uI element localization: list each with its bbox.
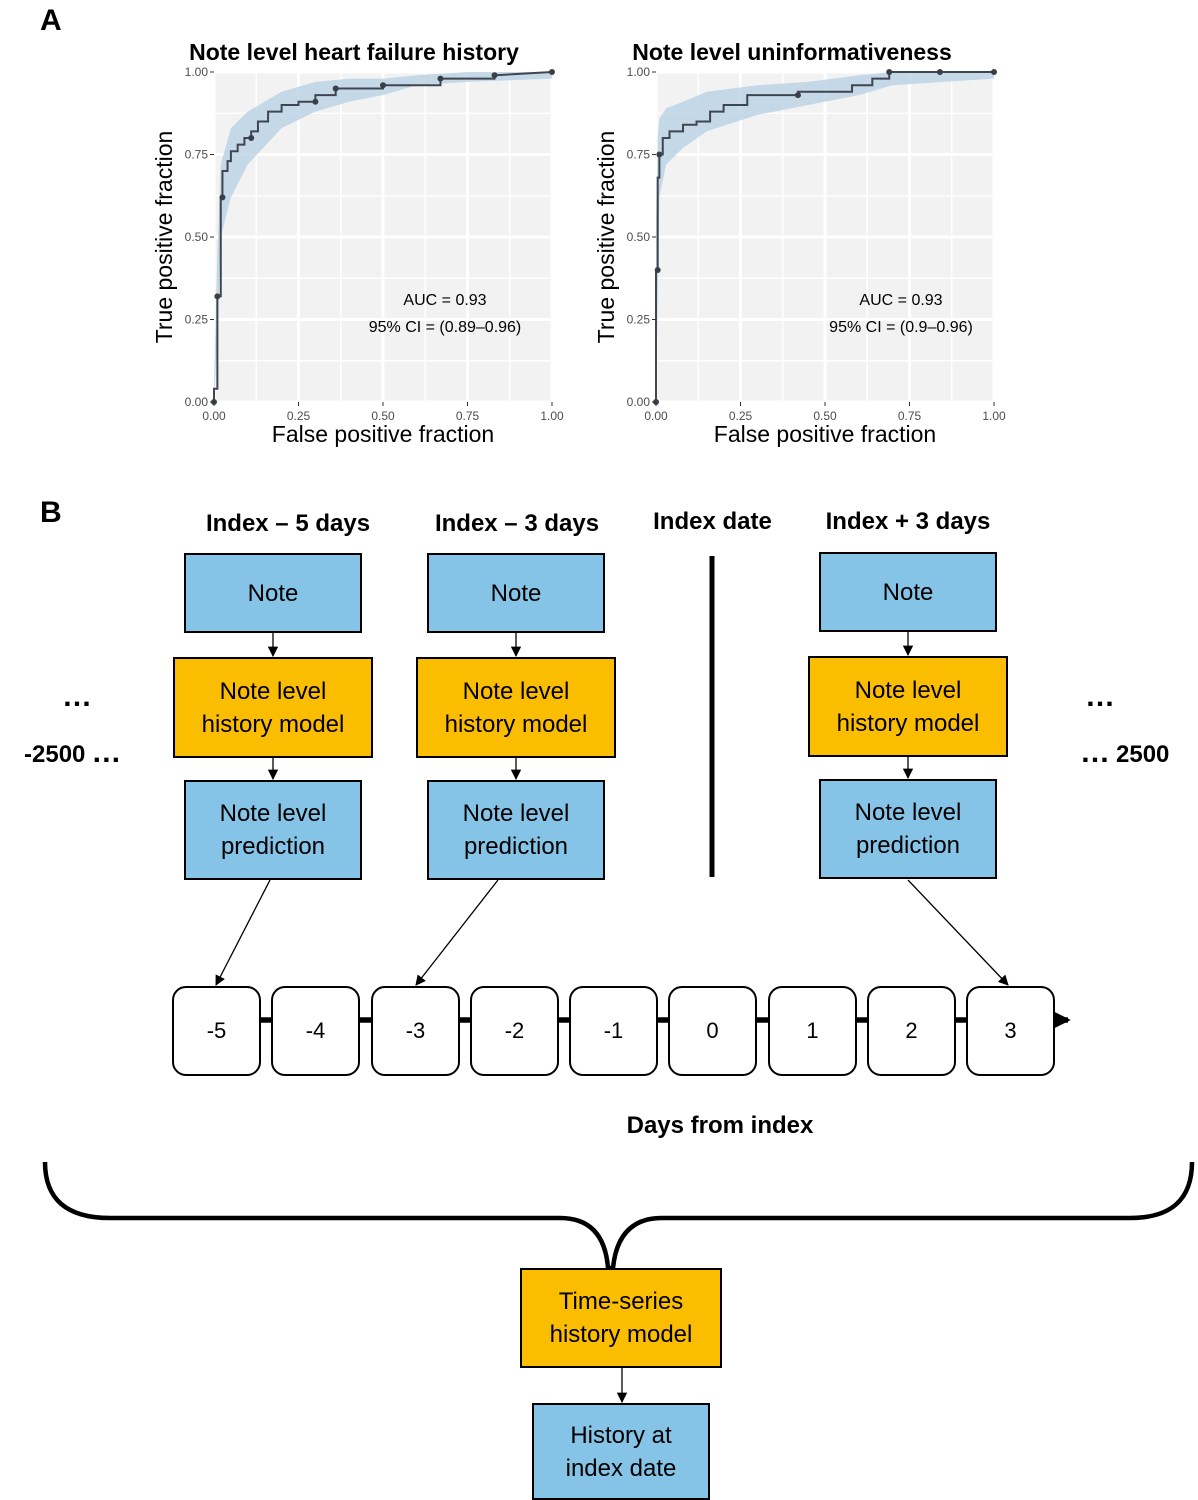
panel-b-label: B (40, 496, 62, 529)
x-tick-label: 1.00 (982, 409, 1006, 423)
x-tick-label: 0.75 (456, 409, 480, 423)
x-tick-label: 0.00 (202, 409, 226, 423)
days-from-index-label: Days from index (626, 1112, 814, 1139)
roc-point (437, 75, 444, 82)
day-box: -5 (172, 986, 261, 1076)
y-tick-label: 0.00 (627, 395, 651, 409)
y-tick-label: 0.75 (627, 148, 651, 162)
x-tick-label: 0.75 (898, 409, 922, 423)
auc-annotation: AUC = 0.93 (403, 292, 486, 309)
x-tick-label: 1.00 (540, 409, 564, 423)
history-output-box: History at index date (532, 1403, 710, 1500)
timeline-start-label: -2500… (24, 736, 122, 769)
roc-point (380, 82, 386, 89)
x-tick-label: 0.50 (371, 409, 395, 423)
roc-point (549, 69, 555, 75)
header-index-minus-3: Index – 3 days (434, 510, 600, 537)
prediction-box-plus-3: Note level prediction (819, 779, 997, 879)
header-index-date: Index date (653, 508, 772, 535)
chart-title: Note level uninformativeness (632, 39, 952, 65)
x-tick-label: 0.50 (813, 409, 837, 423)
ci-annotation: 95% CI = (0.89–0.96) (369, 319, 522, 336)
roc-point (794, 92, 801, 99)
header-index-minus-5: Index – 5 days (205, 510, 371, 537)
roc-point (219, 194, 226, 201)
day-box: 2 (867, 986, 956, 1076)
chart-title: Note level heart failure history (189, 39, 519, 65)
roc-curve (655, 71, 994, 402)
history-model-box-minus-5: Note level history model (173, 657, 373, 758)
roc-chart-uninformativeness: 0.00 0.25 0.50 0.75 1.00 0.00 0.25 0.50 0.75 1.00… (593, 39, 1006, 447)
note-box-minus-3: Note (427, 553, 605, 633)
day-box: -3 (371, 986, 460, 1076)
day-box: 1 (768, 986, 857, 1076)
y-tick-label: 0.00 (185, 395, 209, 409)
history-model-box-minus-3: Note level history model (416, 657, 616, 758)
y-tick-label: 1.00 (185, 65, 209, 79)
y-tick-label: 0.25 (185, 313, 209, 327)
note-box-minus-5: Note (184, 553, 362, 633)
day-box: 0 (668, 986, 757, 1076)
y-tick-label: 0.50 (185, 230, 209, 244)
roc-point (656, 151, 663, 158)
roc-point (312, 98, 319, 105)
history-model-box-plus-3: Note level history model (808, 656, 1008, 757)
y-axis-label: True positive fraction (151, 131, 177, 344)
x-axis-label: False positive fraction (714, 421, 936, 447)
y-tick-label: 0.25 (627, 313, 651, 327)
prediction-box-minus-5: Note level prediction (184, 780, 362, 880)
curly-brace (42, 1161, 1195, 1271)
roc-chart-heart-failure: 0.00 0.25 0.50 0.75 1.00 0.00 0.25 0.50 0.75 1.00… (151, 39, 564, 447)
roc-point (248, 135, 255, 141)
roc-point (214, 293, 221, 300)
note-box-plus-3: Note (819, 552, 997, 632)
roc-point (332, 85, 339, 92)
x-tick-label: 0.25 (287, 409, 311, 423)
x-axis-label: False positive fraction (272, 421, 494, 447)
roc-point (991, 69, 997, 75)
ellipsis-left: … (62, 680, 94, 713)
y-tick-label: 0.50 (627, 230, 651, 244)
day-box: -1 (569, 986, 658, 1076)
ci-annotation: 95% CI = (0.9–0.96) (829, 319, 973, 336)
x-tick-label: 0.00 (644, 409, 668, 423)
panel-a-label: A (40, 4, 62, 37)
roc-point (886, 69, 893, 75)
roc-point (654, 267, 661, 273)
prediction-box-minus-3: Note level prediction (427, 780, 605, 880)
y-axis-label: True positive fraction (593, 131, 619, 344)
day-box: 3 (966, 986, 1055, 1076)
roc-point (491, 72, 498, 79)
ci-band (656, 72, 994, 402)
ellipsis-right: … (1085, 680, 1117, 713)
timeline-end-label: … 2500 (1080, 736, 1170, 769)
roc-point (936, 69, 943, 75)
x-tick-label: 0.25 (729, 409, 753, 423)
y-tick-label: 1.00 (627, 65, 651, 79)
arrow-pred-to-day-minus-5 (215, 879, 271, 986)
time-series-model-box: Time-series history model (520, 1268, 722, 1368)
header-index-plus-3: Index + 3 days (825, 508, 991, 535)
y-tick-label: 0.75 (185, 148, 209, 162)
day-box: -2 (470, 986, 559, 1076)
day-box: -4 (271, 986, 360, 1076)
arrow-pred-to-day-minus-3 (415, 879, 499, 986)
arrow-pred-to-day-plus-3 (907, 879, 1009, 986)
auc-annotation: AUC = 0.93 (859, 292, 942, 309)
